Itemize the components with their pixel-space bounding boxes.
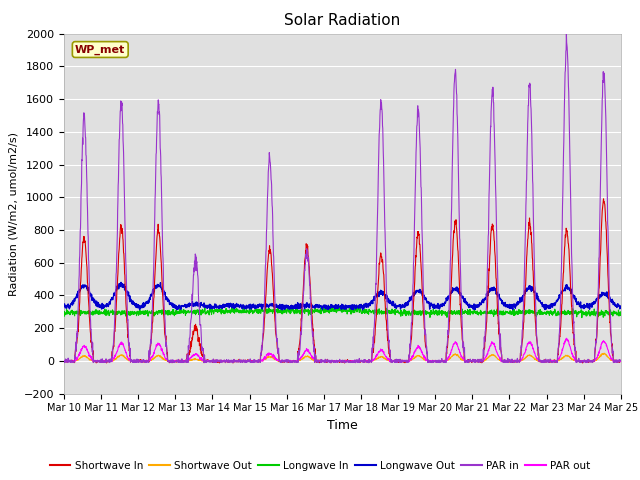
X-axis label: Time: Time [327, 419, 358, 432]
Text: WP_met: WP_met [75, 44, 125, 55]
Y-axis label: Radiation (W/m2, umol/m2/s): Radiation (W/m2, umol/m2/s) [8, 132, 18, 296]
Title: Solar Radiation: Solar Radiation [284, 13, 401, 28]
Legend: Shortwave In, Shortwave Out, Longwave In, Longwave Out, PAR in, PAR out: Shortwave In, Shortwave Out, Longwave In… [45, 456, 595, 475]
